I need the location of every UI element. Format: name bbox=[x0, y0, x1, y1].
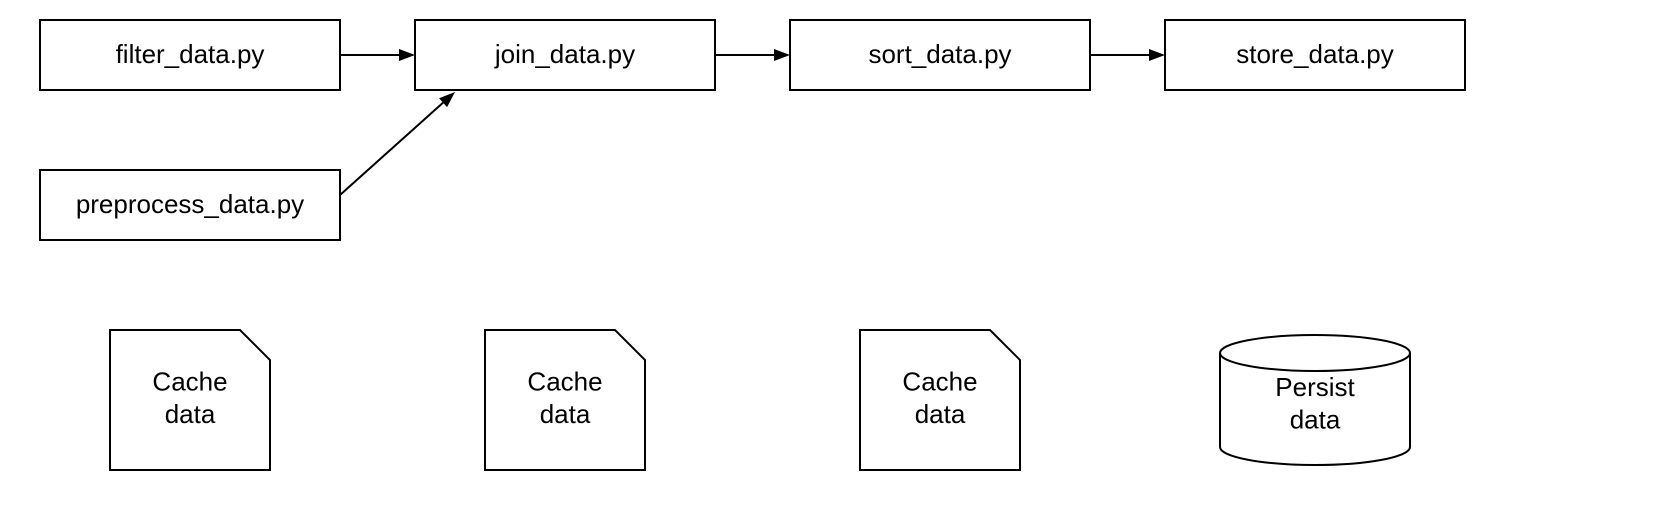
shape-cache1: Cachedata bbox=[110, 330, 270, 470]
shape-persist: Persistdata bbox=[1220, 335, 1410, 465]
shape-persist-line-0: Persist bbox=[1275, 372, 1355, 402]
flow-diagram: filter_data.py join_data.py sort_data.py st… bbox=[0, 0, 1665, 511]
node-store-label: store_data.py bbox=[1236, 39, 1394, 69]
node-sort: sort_data.py bbox=[790, 20, 1090, 90]
shape-cache3-line-1: data bbox=[915, 399, 966, 429]
node-filter-label: filter_data.py bbox=[116, 39, 265, 69]
shape-cache1-line-0: Cache bbox=[152, 367, 227, 397]
node-store: store_data.py bbox=[1165, 20, 1465, 90]
shape-cache2-line-0: Cache bbox=[527, 367, 602, 397]
shape-persist-line-1: data bbox=[1290, 405, 1341, 435]
node-join-label: join_data.py bbox=[494, 39, 635, 69]
shape-cache3: Cachedata bbox=[860, 330, 1020, 470]
shape-cache2-line-1: data bbox=[540, 399, 591, 429]
shape-cache3-line-0: Cache bbox=[902, 367, 977, 397]
node-join: join_data.py bbox=[415, 20, 715, 90]
node-filter: filter_data.py bbox=[40, 20, 340, 90]
shape-cache1-line-1: data bbox=[165, 399, 216, 429]
shape-cache2: Cachedata bbox=[485, 330, 645, 470]
node-sort-label: sort_data.py bbox=[868, 39, 1011, 69]
diagram-root: filter_data.py join_data.py sort_data.py st… bbox=[0, 0, 1665, 511]
node-preprocess: preprocess_data.py bbox=[40, 170, 340, 240]
node-preprocess-label: preprocess_data.py bbox=[76, 189, 304, 219]
